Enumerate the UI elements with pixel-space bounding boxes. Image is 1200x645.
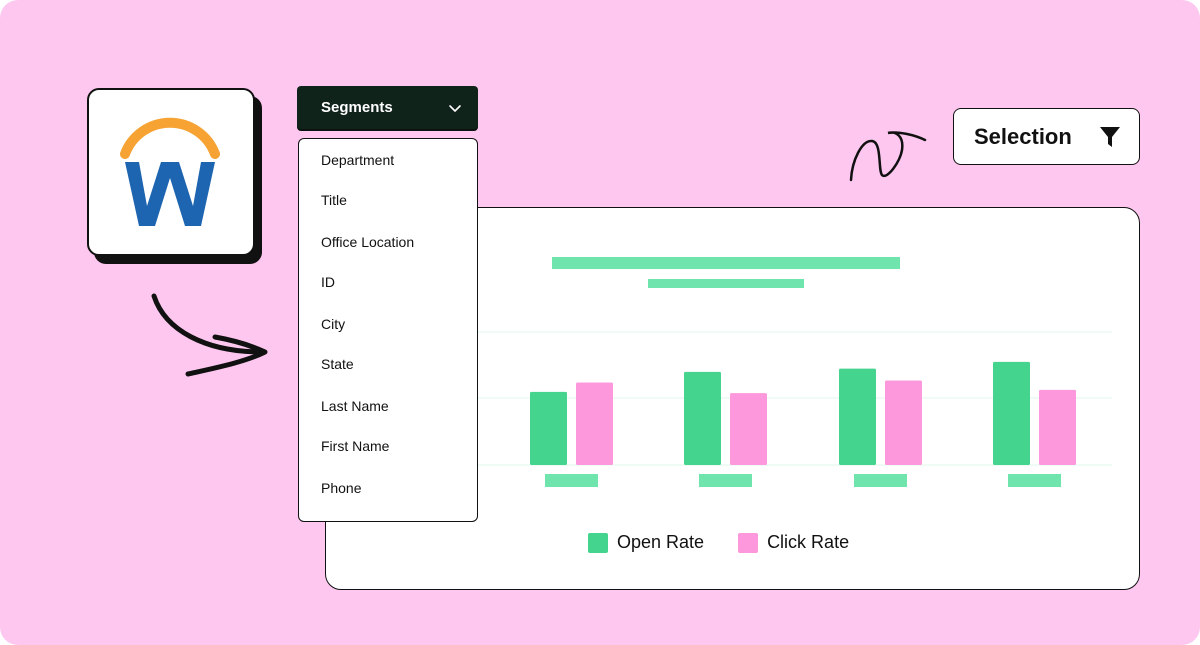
chevron-down-icon	[449, 104, 461, 112]
menu-item-department[interactable]: Department	[321, 152, 395, 168]
menu-item-phone[interactable]: Phone	[321, 480, 362, 496]
category-label-placeholder-1	[545, 474, 598, 487]
bar-click-rate-1	[576, 382, 613, 465]
legend-label-open-rate: Open Rate	[617, 532, 705, 552]
segments-label: Segments	[321, 99, 393, 116]
menu-item-id[interactable]: ID	[321, 274, 335, 290]
segments-menu: Department Title Office Location ID City…	[298, 138, 478, 522]
bar-open-rate-2	[684, 371, 721, 465]
category-label-placeholder-4	[1008, 474, 1061, 487]
workday-logo-card	[87, 88, 255, 256]
menu-item-city[interactable]: City	[321, 316, 346, 332]
legend-entry-click-rate: Click Rate	[738, 532, 849, 553]
menu-item-office-location[interactable]: Office Location	[321, 234, 415, 250]
legend-swatch-click-rate	[738, 532, 759, 553]
bar-click-rate-3	[885, 380, 922, 465]
workday-logo-icon	[120, 117, 220, 226]
category-label-placeholder-3	[854, 474, 907, 487]
bar-open-rate-3	[839, 368, 876, 465]
menu-item-first-name[interactable]: First Name	[321, 438, 390, 454]
filter-funnel-icon	[1100, 126, 1120, 147]
legend-label-click-rate: Click Rate	[767, 532, 850, 552]
bar-click-rate-4	[1039, 389, 1076, 465]
chart-title-placeholder	[552, 257, 900, 269]
menu-item-state[interactable]: State	[321, 356, 354, 372]
category-label-placeholder-2	[699, 474, 752, 487]
menu-item-title[interactable]: Title	[321, 192, 347, 208]
bar-open-rate-1	[530, 391, 567, 465]
legend-swatch-open-rate	[588, 532, 608, 553]
menu-item-last-name[interactable]: Last Name	[321, 398, 389, 414]
bar-open-rate-4	[993, 361, 1030, 465]
bar-click-rate-2	[730, 393, 767, 465]
selection-label: Selection	[974, 123, 1072, 149]
segments-dropdown-button[interactable]: Segments	[297, 86, 478, 129]
legend-entry-open-rate: Open Rate	[588, 532, 704, 553]
chart-subtitle-placeholder	[648, 279, 804, 288]
selection-button[interactable]: Selection	[953, 108, 1140, 165]
chart-legend: Open Rate Click Rate	[588, 532, 849, 553]
